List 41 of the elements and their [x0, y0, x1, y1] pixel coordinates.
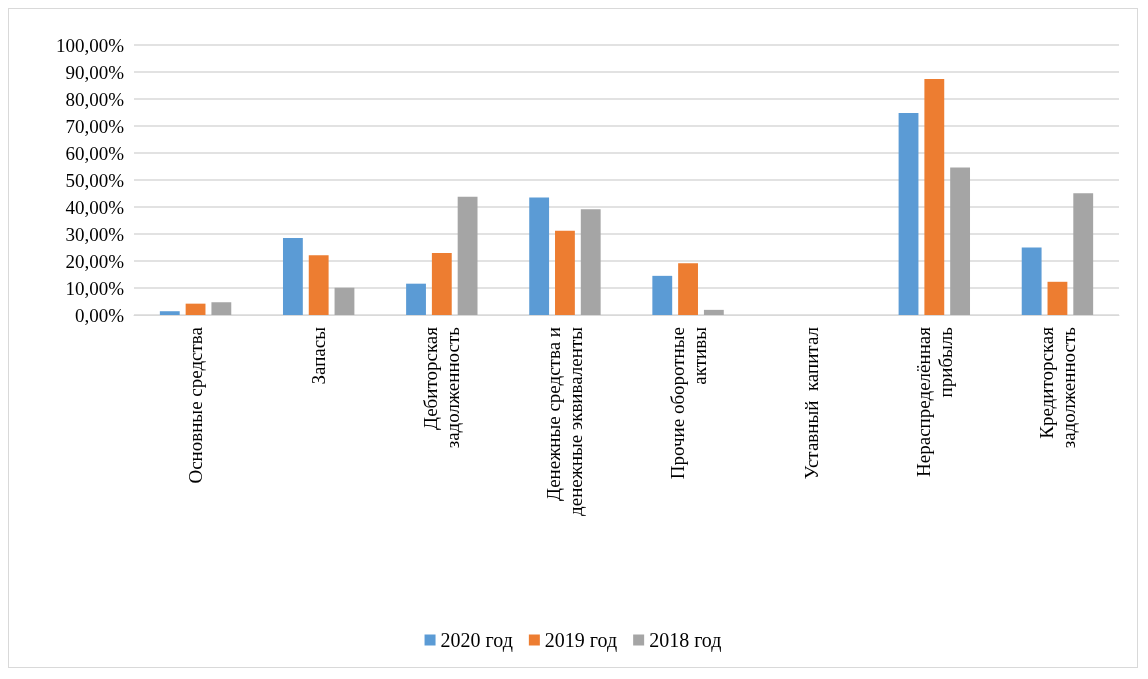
bar [431, 252, 452, 315]
y-tick-label: 90,00% [65, 61, 125, 83]
y-tick-label: 100,00% [55, 34, 125, 56]
bar [703, 309, 724, 315]
y-tick-label: 50,00% [65, 169, 125, 191]
bar [282, 238, 303, 315]
y-tick-label: 80,00% [65, 88, 125, 110]
bar [580, 209, 601, 315]
bar [1047, 281, 1068, 315]
legend-label: 2020 год [440, 629, 513, 652]
x-tick-label: Запасы [308, 326, 330, 385]
y-tick-label: 60,00% [65, 142, 125, 164]
x-tick-label: Дебиторская задолженность [420, 326, 464, 449]
y-tick-label: 30,00% [65, 223, 125, 245]
bar [1021, 247, 1042, 315]
legend-label: 2019 год [544, 629, 618, 652]
bar [898, 113, 919, 315]
y-tick-label: 10,00% [65, 277, 125, 299]
bar [529, 197, 550, 315]
legend-label: 2018 год [649, 629, 722, 652]
bar [211, 302, 232, 315]
bar [308, 255, 329, 315]
bar [1073, 193, 1094, 315]
x-tick-label: Прочие оборотные активы [666, 326, 710, 480]
y-tick-label: 40,00% [65, 196, 125, 218]
bar [950, 167, 971, 315]
y-tick-label: 70,00% [65, 115, 125, 137]
bar [652, 275, 673, 315]
bar [159, 311, 180, 315]
bar [924, 79, 945, 315]
bar [457, 196, 478, 315]
y-tick-label: 0,00% [74, 304, 125, 326]
x-tick-label: Нераспределённая прибыль [912, 326, 956, 477]
bar [555, 230, 575, 315]
bar [334, 287, 355, 315]
bar [406, 283, 426, 315]
bar [185, 303, 206, 315]
y-tick-label: 20,00% [65, 250, 125, 272]
x-tick-label: Основные средства [185, 326, 207, 484]
bar [678, 263, 698, 315]
x-tick-label: Уставный капитал [800, 326, 822, 480]
